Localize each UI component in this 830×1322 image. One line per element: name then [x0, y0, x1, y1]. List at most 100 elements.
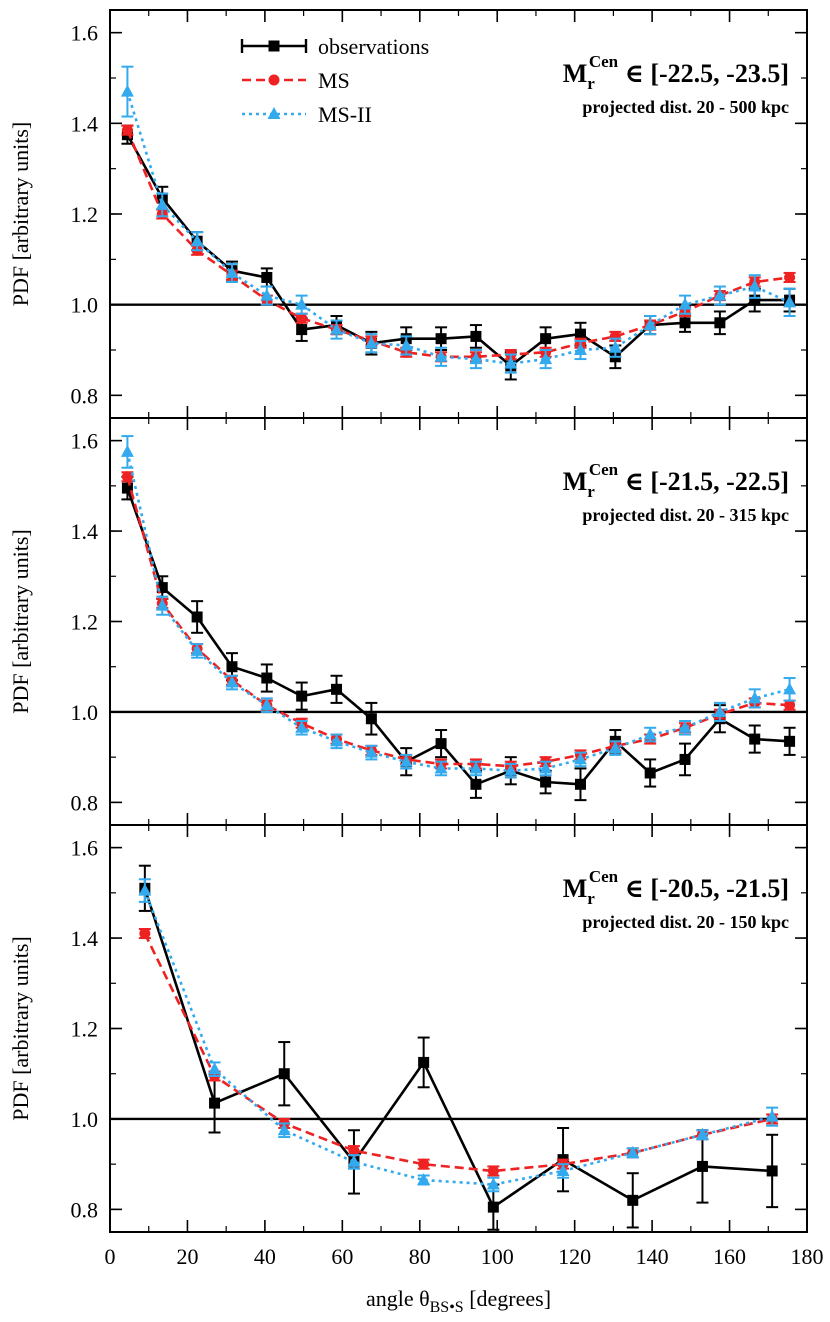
data-point — [504, 763, 518, 776]
data-point — [296, 312, 308, 324]
data-point — [470, 778, 482, 790]
data-point — [209, 1097, 221, 1109]
x-tick-label: 40 — [254, 1244, 276, 1269]
data-point — [191, 611, 203, 623]
data-point — [539, 761, 553, 774]
data-point — [695, 1127, 709, 1140]
x-tick-label: 100 — [481, 1244, 514, 1269]
y-tick-label: 1.2 — [71, 202, 99, 227]
data-point — [678, 720, 692, 733]
y-tick-label: 1.4 — [71, 111, 99, 136]
series-ms-ii — [138, 878, 779, 1193]
data-point — [784, 735, 796, 747]
data-point — [749, 733, 761, 745]
data-point — [749, 294, 761, 306]
data-point — [295, 720, 309, 733]
series-line — [143, 890, 773, 1186]
series-ms-ii — [120, 435, 797, 779]
data-point — [208, 1062, 222, 1075]
y-tick-label: 1.6 — [71, 429, 99, 454]
data-point — [277, 1123, 291, 1136]
data-point — [469, 761, 483, 774]
data-point — [486, 1177, 500, 1190]
data-point — [225, 265, 239, 278]
data-point — [435, 738, 447, 750]
data-point — [418, 1056, 430, 1068]
data-point — [260, 288, 274, 301]
legend-label-observations: observations — [318, 34, 429, 59]
data-point — [434, 349, 448, 362]
data-point — [574, 328, 586, 340]
y-tick-label: 0.8 — [71, 1197, 99, 1222]
y-axis-label: PDF [arbitrary units] — [8, 122, 33, 307]
legend-marker-observations — [268, 40, 280, 52]
data-point — [121, 124, 133, 136]
y-axis-label: PDF [arbitrary units] — [8, 529, 33, 714]
y-tick-label: 1.4 — [71, 926, 99, 951]
y-tick-label: 1.2 — [71, 1017, 99, 1042]
series-ms — [121, 124, 796, 363]
x-tick-label: 160 — [713, 1244, 746, 1269]
y-tick-label: 1.6 — [71, 836, 99, 861]
annotation-subtitle: projected dist. 20 - 500 kpc — [582, 97, 789, 117]
data-point — [261, 271, 273, 283]
data-point — [155, 197, 169, 210]
data-point — [679, 317, 691, 329]
data-point — [261, 672, 273, 684]
data-point — [748, 279, 762, 292]
x-tick-label: 60 — [331, 1244, 353, 1269]
y-tick-label: 1.0 — [71, 293, 99, 318]
data-point — [783, 682, 797, 695]
data-point — [540, 333, 552, 345]
data-point — [418, 1158, 430, 1170]
legend-label-ms: MS — [318, 68, 350, 93]
data-point — [470, 330, 482, 342]
data-point — [364, 745, 378, 758]
panel-2: 0.8 1.0 1.2 1.4 1.6 PDF [arbitrary units] MrCe… — [8, 417, 808, 826]
data-point — [766, 1165, 778, 1177]
data-point — [539, 352, 553, 365]
data-point — [679, 753, 691, 765]
data-point — [783, 295, 797, 308]
data-point — [226, 661, 238, 673]
data-point — [120, 444, 134, 457]
data-point — [296, 690, 308, 702]
data-point — [784, 699, 796, 711]
data-point — [713, 704, 727, 717]
x-axis-label: angle θBS•S [degrees] — [366, 1286, 551, 1316]
data-point — [296, 324, 308, 336]
data-point — [748, 691, 762, 704]
data-point — [608, 741, 622, 754]
annotation-subtitle: projected dist. 20 - 315 kpc — [582, 505, 789, 525]
data-point — [644, 767, 656, 779]
series-line — [126, 451, 790, 773]
data-point — [260, 698, 274, 711]
series-observations — [121, 475, 796, 802]
y-axis-label: PDF [arbitrary units] — [8, 936, 33, 1121]
data-point — [608, 340, 622, 353]
data-point — [573, 752, 587, 765]
series-line — [143, 887, 773, 1209]
data-point — [295, 297, 309, 310]
data-point — [573, 343, 587, 355]
series-ms-ii — [120, 65, 797, 374]
data-point — [155, 598, 169, 611]
y-tick-label: 1.2 — [71, 610, 99, 635]
data-point — [540, 776, 552, 788]
series-ms — [138, 928, 779, 1177]
series-line — [126, 134, 790, 368]
data-point — [643, 727, 657, 740]
y-tick-label: 0.8 — [71, 790, 99, 815]
data-point — [120, 84, 134, 97]
data-point — [330, 734, 344, 747]
legend-marker-ms — [268, 74, 280, 86]
x-tick-label: 180 — [791, 1244, 824, 1269]
data-point — [435, 333, 447, 345]
data-point — [626, 1145, 640, 1158]
series-observations — [121, 124, 796, 381]
data-point — [347, 1154, 361, 1167]
y-tick-label: 1.0 — [71, 700, 99, 725]
x-tick-label: 0 — [105, 1244, 116, 1269]
data-point — [556, 1163, 570, 1176]
